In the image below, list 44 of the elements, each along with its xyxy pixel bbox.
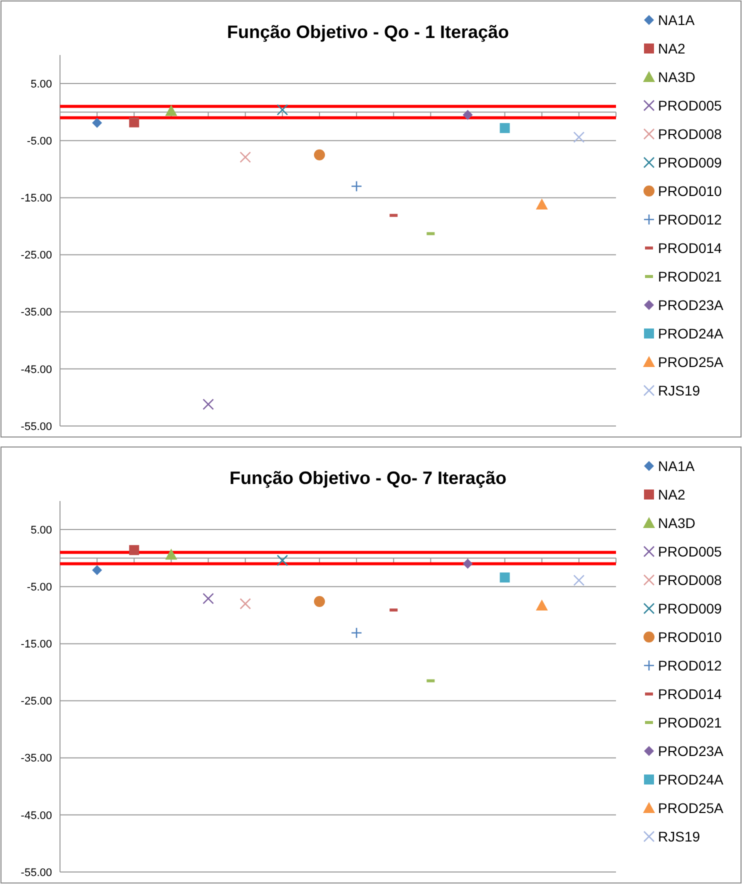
legend-label: PROD009: [658, 154, 722, 170]
legend-label: PROD25A: [658, 800, 724, 816]
legend-label: NA2: [658, 486, 686, 502]
legend-label: RJS19: [658, 828, 700, 844]
legend-label: PROD021: [658, 268, 722, 284]
legend-label: PROD012: [658, 211, 722, 228]
legend-label: PROD014: [658, 240, 722, 256]
legend-label: PROD24A: [658, 771, 724, 788]
legend-label: PROD009: [658, 600, 722, 616]
legend-label: PROD010: [658, 628, 722, 645]
legend-label: NA3D: [658, 68, 696, 85]
legend-label: NA3D: [658, 514, 696, 531]
y-tick-label: -35.00: [20, 306, 52, 319]
y-tick-label: -45.00: [20, 364, 52, 376]
legend-label: PROD23A: [658, 742, 724, 759]
legend-label: PROD24A: [658, 325, 724, 342]
legend-label: NA1A: [658, 12, 696, 28]
y-tick-label: -25.00: [20, 696, 52, 708]
legend-label: PROD23A: [658, 296, 724, 313]
chart-title: Função Objetivo - Qo- 7 Iteração: [229, 468, 507, 488]
legend-label: PROD012: [658, 657, 722, 674]
chart-title: Função Objetivo - Qo - 1 Iteração: [226, 22, 510, 42]
legend-label: PROD021: [658, 714, 722, 730]
y-tick-label: -45.00: [20, 810, 52, 822]
y-tick-label: -5.00: [26, 581, 52, 594]
legend-label: RJS19: [658, 382, 700, 398]
legend-label: NA1A: [658, 458, 696, 474]
legend-label: PROD005: [658, 543, 722, 560]
y-tick-label: 5.00: [30, 524, 52, 536]
y-tick-label: -35.00: [20, 752, 52, 765]
y-tick-label: -25.00: [20, 250, 52, 262]
y-tick-label: 5.00: [30, 78, 52, 90]
y-tick-label: -15.00: [20, 638, 52, 651]
y-tick-label: -5.00: [26, 135, 52, 148]
legend-label: PROD010: [658, 182, 722, 199]
legend-label: PROD014: [658, 686, 722, 702]
y-tick-label: -55.00: [20, 420, 52, 433]
legend-label: PROD005: [658, 97, 722, 114]
y-tick-label: -55.00: [20, 866, 52, 879]
y-tick-label: -15.00: [20, 192, 52, 205]
legend-label: NA2: [658, 40, 686, 56]
legend-label: PROD008: [658, 126, 722, 142]
legend-label: PROD008: [658, 572, 722, 588]
legend-label: PROD25A: [658, 354, 724, 370]
